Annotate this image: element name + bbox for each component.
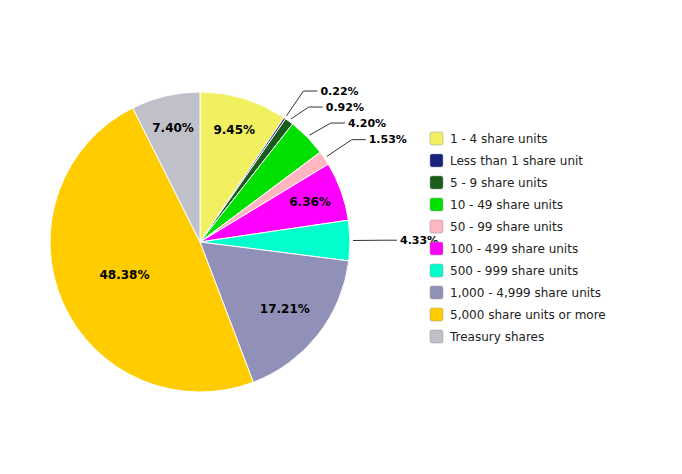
leader-line <box>353 240 397 241</box>
data-label: 9.45% <box>213 123 255 137</box>
legend: 1 - 4 share units Less than 1 share unit 5… <box>430 132 606 344</box>
legend-swatch <box>430 176 443 189</box>
legend-label: 10 - 49 share units <box>450 198 563 212</box>
legend-swatch <box>430 264 443 277</box>
legend-label: 50 - 99 share units <box>450 220 563 234</box>
data-label: 48.38% <box>99 268 149 282</box>
legend-label: Treasury shares <box>449 330 544 344</box>
legend-label: 5 - 9 share units <box>450 176 548 190</box>
leader-line <box>309 123 344 135</box>
data-label: 6.36% <box>289 195 331 209</box>
legend-swatch <box>430 330 443 343</box>
legend-swatch <box>430 308 443 321</box>
legend-label: 500 - 999 share units <box>450 264 578 278</box>
data-label: 17.21% <box>260 302 310 316</box>
legend-label: 1 - 4 share units <box>450 132 548 146</box>
data-label: 7.40% <box>152 121 194 135</box>
legend-swatch <box>430 220 443 233</box>
pie-slice <box>50 108 253 392</box>
pie-slice <box>133 92 200 242</box>
legend-swatch <box>430 132 443 145</box>
legend-label: 1,000 - 4,999 share units <box>450 286 601 300</box>
chart: 9.45% 6.36% 17.21% 48.38% 7.40% 0.22% 0.92% 4.2… <box>0 0 682 474</box>
chart-container: 9.45% 6.36% 17.21% 48.38% 7.40% 0.22% 0.92% 4.2… <box>0 0 682 474</box>
legend-label: 5,000 share units or more <box>450 308 606 322</box>
legend-swatch <box>430 242 443 255</box>
legend-label: 100 - 499 share units <box>450 242 578 256</box>
legend-swatch <box>430 198 443 211</box>
legend-swatch <box>430 154 443 167</box>
data-label: 4.20% <box>348 117 386 130</box>
legend-swatch <box>430 286 443 299</box>
leader-line <box>327 140 366 157</box>
data-label: 0.22% <box>320 85 358 98</box>
data-label: 1.53% <box>369 133 407 146</box>
data-labels: 9.45% 6.36% 17.21% 48.38% 7.40% 0.22% 0.92% 4.2… <box>99 85 438 316</box>
slices <box>50 92 350 392</box>
leader-line <box>291 107 323 119</box>
legend-label: Less than 1 share unit <box>450 154 583 168</box>
data-label: 0.92% <box>326 101 364 114</box>
